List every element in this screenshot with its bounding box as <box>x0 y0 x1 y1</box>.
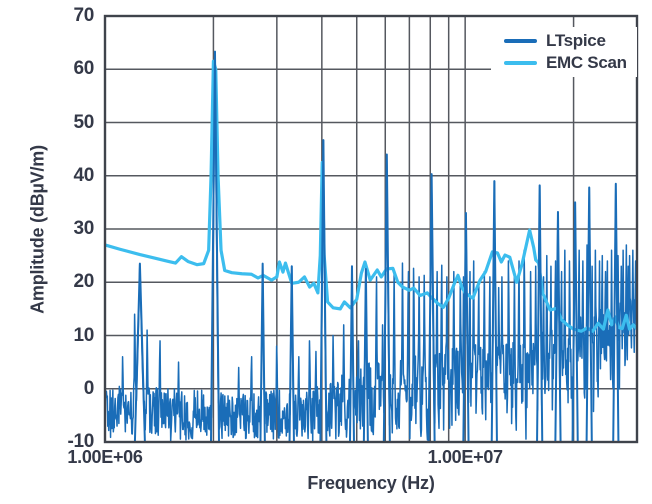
y-tick-label: 20 <box>73 271 94 293</box>
legend-label-ltspice: LTspice <box>546 31 606 50</box>
ltspice-trace <box>105 50 637 442</box>
y-tick-label: 0 <box>83 377 95 399</box>
x-axis-title: Frequency (Hz) <box>307 473 435 493</box>
y-tick-label: 60 <box>73 58 94 80</box>
legend-label-emc-scan: EMC Scan <box>546 53 627 72</box>
y-tick-label: 50 <box>73 111 94 133</box>
y-tick-label: 10 <box>73 324 94 346</box>
ltspice-peaks <box>133 50 620 443</box>
y-tick-label: 40 <box>73 164 94 186</box>
emc-scan-trace <box>105 59 637 333</box>
legend-item-ltspice: LTspice <box>504 32 637 50</box>
plot-border <box>103 14 639 444</box>
legend: LTspice EMC Scan <box>491 27 637 77</box>
x-tick-label: 1.00E+07 <box>427 447 503 467</box>
x-tick-label: 1.00E+06 <box>67 447 143 467</box>
y-tick-label: 70 <box>73 5 94 26</box>
ltspice-line-swatch <box>504 39 537 43</box>
legend-item-emc-scan: EMC Scan <box>504 54 637 72</box>
emc-scan-line-swatch <box>504 61 537 65</box>
y-tick-label: -10 <box>67 431 94 452</box>
y-tick-label: 30 <box>73 218 94 239</box>
